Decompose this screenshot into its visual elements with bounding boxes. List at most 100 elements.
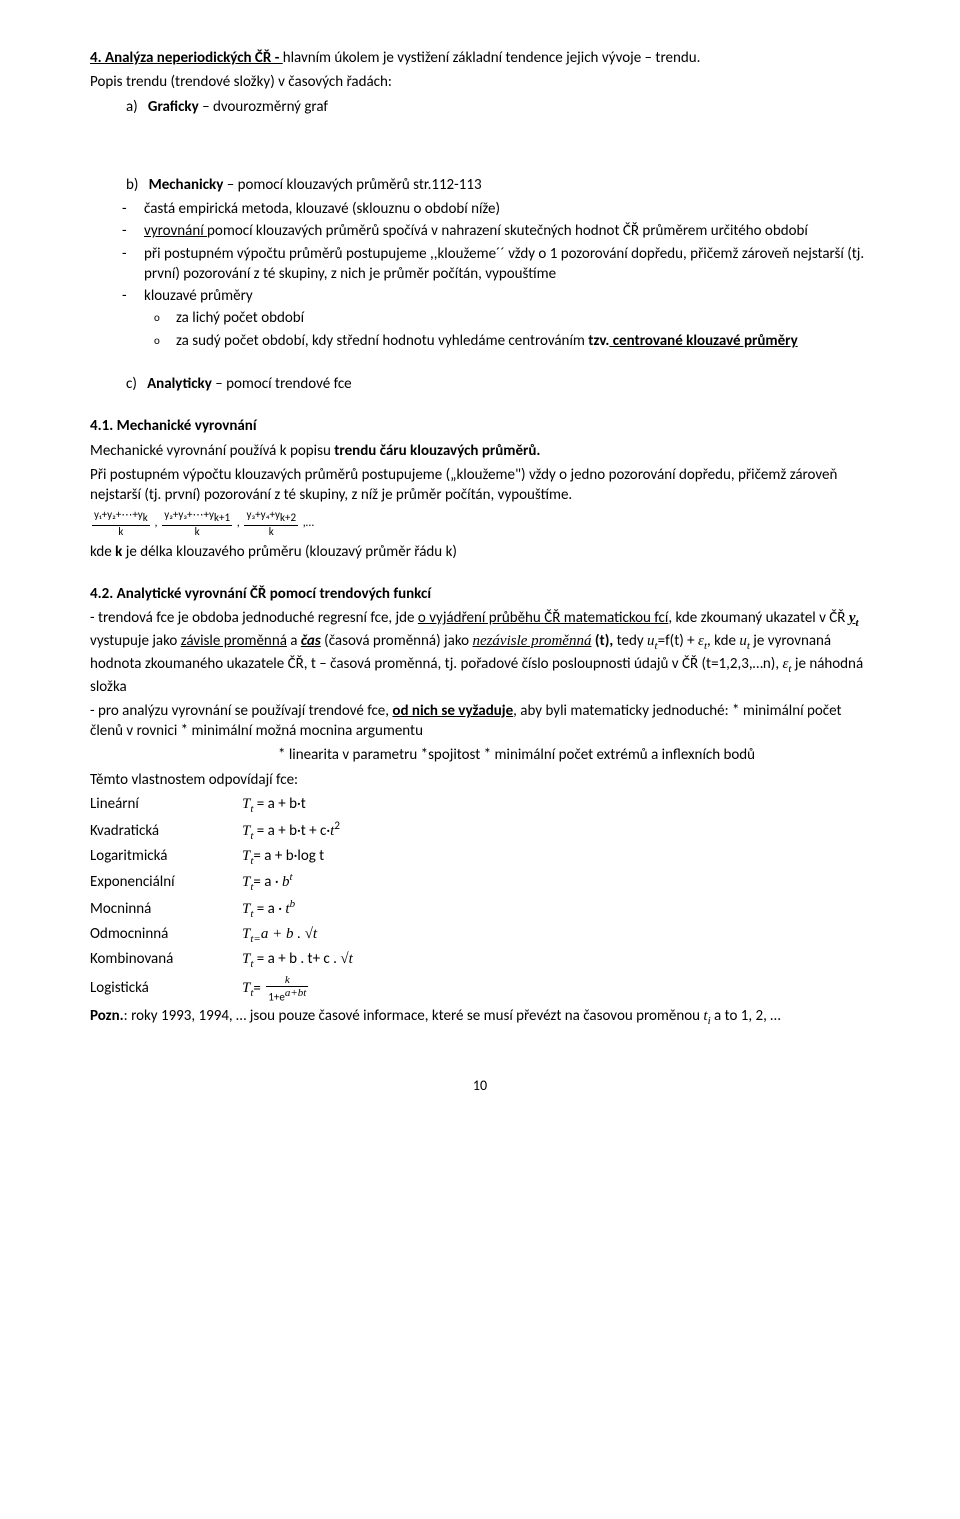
dash-marker: -: [122, 199, 144, 219]
a-rest: – dvourozměrný graf: [199, 98, 328, 116]
func-name: Kvadratická: [90, 821, 242, 841]
text: za sudý počet období, kdy střední hodnot…: [176, 332, 588, 350]
b-bold: Mechanicky: [149, 176, 224, 194]
math-eps: εt: [698, 633, 707, 649]
ordered-list-a: a) Graficky – dvourozměrný graf: [126, 97, 870, 117]
func-name: Logaritmická: [90, 846, 242, 866]
section-41-line2: Při postupném výpočtu klouzavých průměrů…: [90, 465, 870, 506]
bold-underline-italic-text: čas: [301, 632, 321, 650]
func-logaritmicka: Logaritmická Tt= a + b·log t: [90, 846, 870, 869]
list-item-b: b) Mechanicky – pomocí klouzavých průměr…: [126, 175, 870, 195]
b-rest: – pomocí klouzavých průměrů str.112-113: [223, 176, 481, 194]
circle-marker: o: [154, 331, 176, 352]
text: a to 1, 2, …: [711, 1007, 781, 1025]
dash-marker: -: [122, 244, 144, 285]
underline-text: závisle proměnná: [181, 632, 287, 650]
math-yt: yt: [849, 610, 859, 626]
bold-text: tzv.: [588, 332, 609, 350]
text: je délka klouzavého průměru (klouzavý pr…: [122, 543, 457, 561]
list-marker-c: c): [126, 375, 147, 393]
page-number: 10: [90, 1077, 870, 1096]
ordered-list-c: c) Analyticky – pomocí trendové fce: [126, 374, 870, 394]
list-marker-b: b): [126, 176, 149, 194]
dash-text: při postupném výpočtu průměrů postupujem…: [144, 244, 870, 285]
func-expr: Tt = a + b·t: [242, 794, 870, 817]
func-name: Mocninná: [90, 899, 242, 919]
dash-item: - při postupném výpočtu průměrů postupuj…: [122, 244, 870, 285]
text: a: [287, 632, 301, 650]
denominator: 1+ea+bt: [266, 987, 308, 1004]
pozn-bold: Pozn.: [90, 1007, 124, 1025]
circle-item: o za sudý počet období, kdy střední hodn…: [154, 331, 870, 352]
denominator: k: [244, 526, 298, 538]
dash-list: - častá empirická metoda, klouzavé (sklo…: [122, 199, 870, 306]
func-expr: Tt= a + b·log t: [242, 846, 870, 869]
text: : roky 1993, 1994, … jsou pouze časové i…: [124, 1007, 704, 1025]
section-4-heading-prefix: 4. Analýza neperiodických ČŘ -: [90, 49, 283, 67]
text: pomocí klouzavých průměrů spočívá v nahr…: [207, 222, 808, 240]
circle-text: za sudý počet období, kdy střední hodnot…: [176, 331, 870, 352]
text: , kde zkoumaný ukazatel v ČŘ: [668, 609, 848, 627]
text: - trendová fce je obdoba jednoduché regr…: [90, 609, 418, 627]
fraction: k 1+ea+bt: [266, 974, 308, 1004]
func-expr: Tt= a · bt: [242, 870, 870, 895]
section-4-heading: 4. Analýza neperiodických ČŘ - hlavním ú…: [90, 48, 870, 68]
section-41-line1: Mechanické vyrovnání používá k popisu tr…: [90, 441, 870, 461]
text: (t),: [591, 632, 616, 650]
bold-underline-text: od nich se vyžaduje: [392, 702, 513, 720]
circle-list: o za lichý počet období o za sudý počet …: [154, 308, 870, 352]
math-ti: ti: [703, 1008, 710, 1024]
circle-text: za lichý počet období: [176, 308, 870, 329]
section-41-line-k: kde k je délka klouzavého průměru (klouz…: [90, 542, 870, 562]
func-expr: Tt=a + b . √t: [242, 924, 870, 947]
c-rest: – pomocí trendové fce: [212, 375, 352, 393]
section-42-line3: - pro analýzu vyrovnání se používají tre…: [90, 701, 870, 742]
list-marker-a: a): [126, 98, 148, 116]
text: tedy: [617, 632, 647, 650]
text: Mechanické vyrovnání používá k popisu: [90, 442, 334, 460]
func-name: Kombinovaná: [90, 949, 242, 969]
bold-text: trendu čáru klouzavých průměrů.: [334, 442, 540, 460]
dash-text: častá empirická metoda, klouzavé (sklouz…: [144, 199, 870, 219]
func-name: Odmocninná: [90, 924, 242, 944]
section-4-line2: Popis trendu (trendové složky) v časovýc…: [90, 72, 870, 92]
func-odmocninna: Odmocninná Tt=a + b . √t: [90, 924, 870, 947]
func-name: Lineární: [90, 794, 242, 814]
func-kombinovana: Kombinovaná Tt = a + b . t+ c . √t: [90, 949, 870, 972]
func-expr: Tt= k 1+ea+bt: [242, 974, 870, 1004]
section-41-heading: 4.1. Mechanické vyrovnání: [90, 416, 870, 436]
dash-marker: -: [122, 286, 144, 306]
dash-item: - vyrovnání pomocí klouzavých průměrů sp…: [122, 221, 870, 241]
pozn-line: Pozn.: roky 1993, 1994, … jsou pouze čas…: [90, 1006, 870, 1029]
func-expr: Tt = a + b·t + c·t2: [242, 819, 870, 844]
numerator: y₂+y₃+⋯+yk+1: [162, 509, 232, 525]
fraction: y₁+y₂+⋯+yk k: [92, 509, 150, 537]
underline-text: vyrovnání: [144, 222, 207, 240]
text: (časová proměnná) jako: [321, 632, 473, 650]
document-page: 4. Analýza neperiodických ČŘ - hlavním ú…: [0, 0, 960, 1135]
bold-underline-text: centrované klouzavé průměry: [609, 332, 797, 350]
func-mocninna: Mocninná Tt = a · tb: [90, 897, 870, 922]
circle-item: o za lichý počet období: [154, 308, 870, 329]
section-42-line4: * linearita v parametru *spojitost * min…: [278, 745, 870, 765]
math-ut: ut: [647, 633, 658, 649]
dash-marker: -: [122, 221, 144, 241]
underline-text: o vyjádření průběhu ČŘ matematickou fcí: [418, 609, 668, 627]
text: kde: [90, 543, 115, 561]
a-bold: Graficky: [148, 98, 199, 116]
func-name: Exponenciální: [90, 872, 242, 892]
comma: ,: [237, 516, 243, 530]
func-name: Logistická: [90, 978, 242, 998]
math-ut: ut: [739, 633, 750, 649]
dash-item: - častá empirická metoda, klouzavé (sklo…: [122, 199, 870, 219]
comma: ,: [155, 516, 161, 530]
func-linear: Lineární Tt = a + b·t: [90, 794, 870, 817]
numerator: y₃+y₄+yk+2: [244, 509, 298, 525]
list-item-c: c) Analyticky – pomocí trendové fce: [126, 374, 870, 394]
section-42-line1: - trendová fce je obdoba jednoduché regr…: [90, 608, 870, 697]
numerator: y₁+y₂+⋯+yk: [92, 509, 150, 525]
text: , kde: [707, 632, 739, 650]
fraction: y₃+y₄+yk+2 k: [244, 509, 298, 537]
underline-text: nezávisle proměnná: [472, 633, 591, 649]
ellipsis: ,…: [303, 516, 314, 530]
